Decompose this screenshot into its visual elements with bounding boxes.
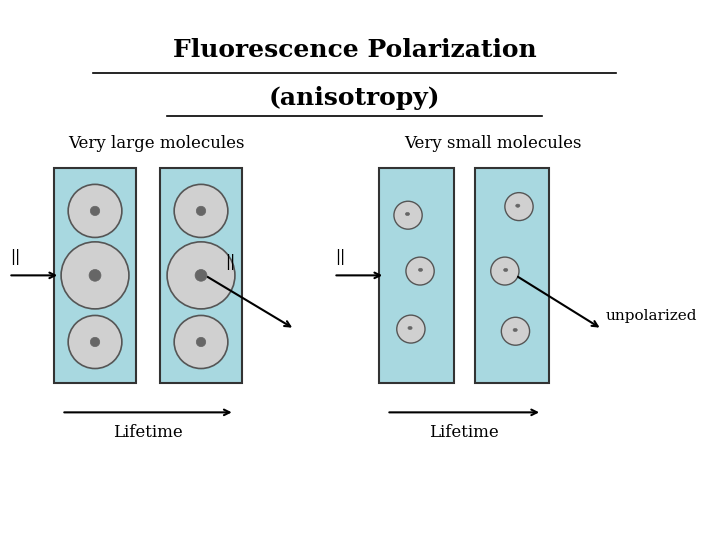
Text: Very small molecules: Very small molecules xyxy=(404,135,581,152)
Bar xyxy=(474,168,549,383)
Ellipse shape xyxy=(397,315,425,343)
Bar xyxy=(55,168,135,383)
Text: ||: || xyxy=(10,248,21,265)
Ellipse shape xyxy=(505,193,533,220)
Ellipse shape xyxy=(197,206,206,215)
Text: Lifetime: Lifetime xyxy=(429,424,499,441)
Ellipse shape xyxy=(167,242,235,309)
Text: (anisotropy): (anisotropy) xyxy=(269,86,441,110)
Ellipse shape xyxy=(90,206,99,215)
Text: Lifetime: Lifetime xyxy=(113,424,183,441)
Ellipse shape xyxy=(174,184,228,238)
Ellipse shape xyxy=(394,201,422,229)
Ellipse shape xyxy=(491,257,519,285)
Ellipse shape xyxy=(408,326,412,329)
Text: ||: || xyxy=(225,254,235,270)
Ellipse shape xyxy=(405,212,410,215)
Bar xyxy=(379,168,454,383)
Ellipse shape xyxy=(195,269,207,281)
Ellipse shape xyxy=(516,204,520,207)
Ellipse shape xyxy=(68,184,122,238)
Ellipse shape xyxy=(61,242,129,309)
Text: Very large molecules: Very large molecules xyxy=(68,135,245,152)
Ellipse shape xyxy=(90,338,99,347)
Ellipse shape xyxy=(513,328,517,332)
Ellipse shape xyxy=(418,268,423,272)
Ellipse shape xyxy=(501,318,530,345)
Ellipse shape xyxy=(503,268,508,272)
Ellipse shape xyxy=(197,338,206,347)
Ellipse shape xyxy=(406,257,434,285)
Text: unpolarized: unpolarized xyxy=(606,309,697,323)
Ellipse shape xyxy=(89,269,101,281)
Text: Fluorescence Polarization: Fluorescence Polarization xyxy=(173,38,536,62)
Bar xyxy=(161,168,242,383)
Ellipse shape xyxy=(174,315,228,368)
Text: ||: || xyxy=(336,248,346,265)
Ellipse shape xyxy=(68,315,122,368)
